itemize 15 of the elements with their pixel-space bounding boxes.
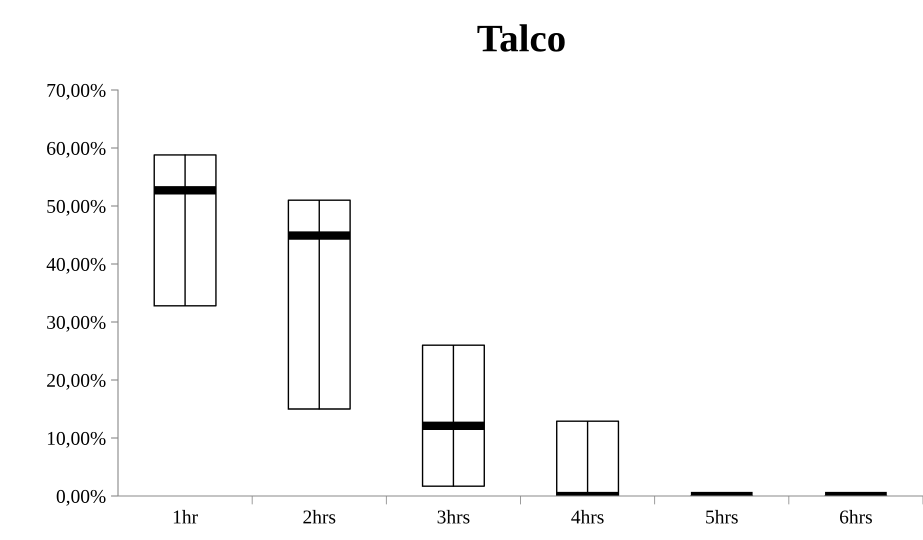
y-tick-label: 30,00%	[47, 316, 106, 332]
chart-title: Talco	[477, 24, 565, 52]
y-tick-label: 40,00%	[46, 258, 106, 274]
y-tick-label: 60,00%	[47, 142, 106, 158]
y-tick-label: 10,00%	[48, 432, 106, 448]
x-tick-label: 5hrs	[706, 510, 738, 524]
x-tick-label: 1hr	[174, 510, 198, 524]
x-tick-label: 3hrs	[438, 510, 470, 524]
x-tick-label: 2hrs	[303, 510, 336, 524]
y-tick-label: 20,00%	[47, 374, 106, 390]
x-tick-label: 6hrs	[840, 510, 872, 524]
y-tick-label: 0,00%	[56, 490, 106, 506]
y-tick-label: 50,00%	[47, 200, 106, 216]
y-tick-label: 70,00%	[48, 84, 106, 100]
x-tick-label: 4hrs	[571, 510, 604, 524]
